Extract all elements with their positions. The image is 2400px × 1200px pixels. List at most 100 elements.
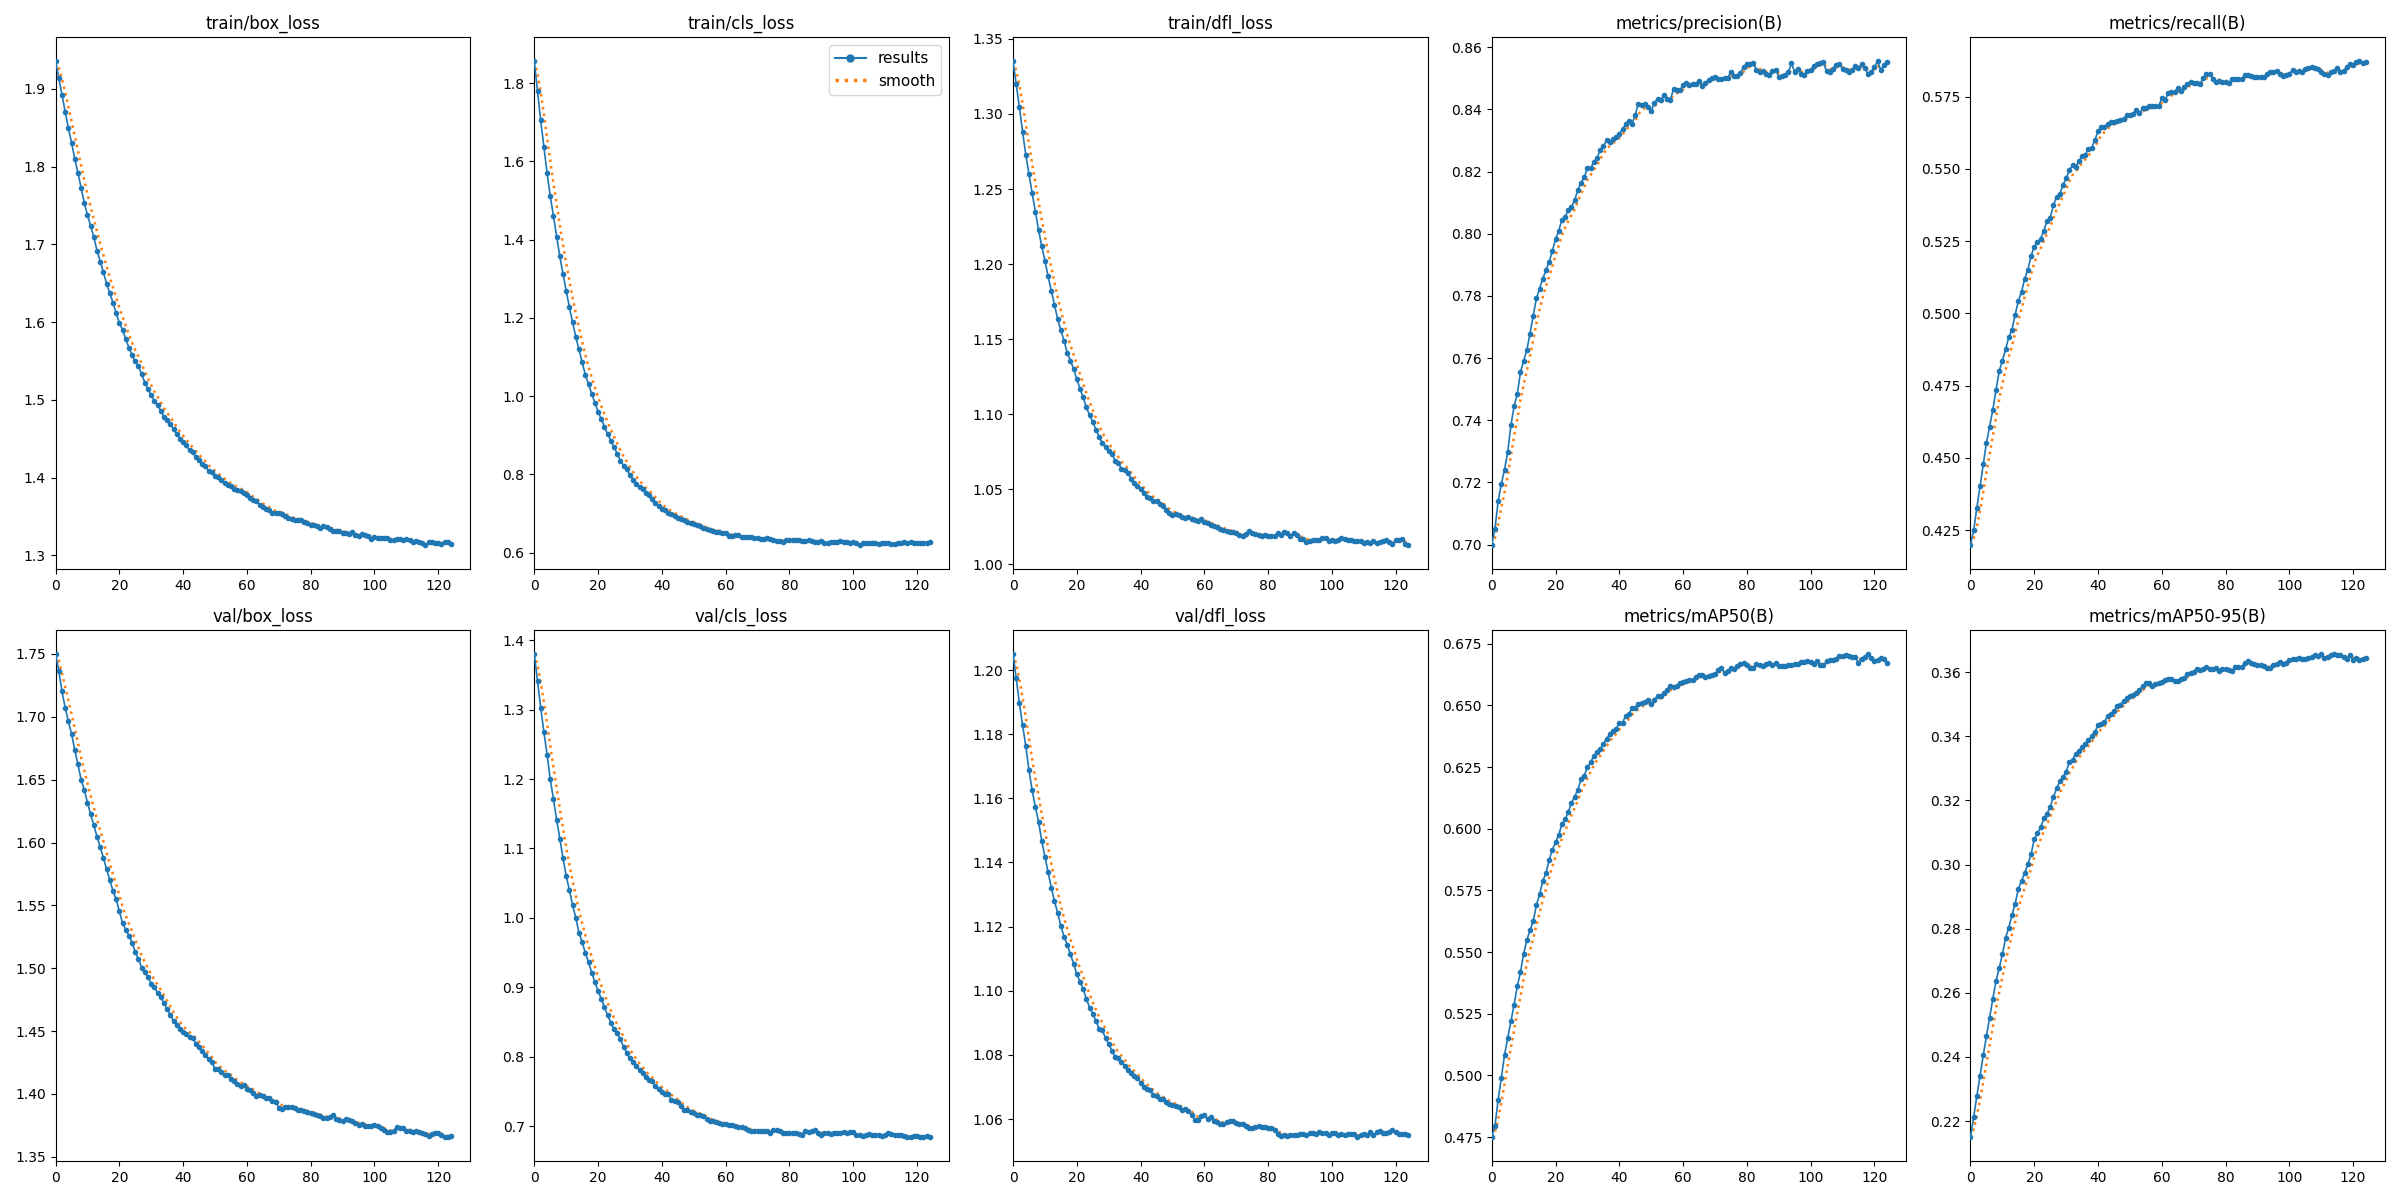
smooth [1330,1127,1358,1141]
results [2201,661,2230,676]
results [862,1128,890,1142]
smooth [1330,532,1358,546]
results [382,532,410,546]
Line: results: results [1968,652,2369,1139]
results [1478,1130,1507,1145]
Title: train/cls_loss: train/cls_loss [689,14,794,34]
smooth [1956,538,1985,552]
results [998,647,1027,661]
results [2059,158,2088,173]
smooth [437,1129,466,1144]
results [1723,68,1752,83]
results [890,1128,919,1142]
smooth [1092,1021,1121,1036]
smooth [382,532,410,546]
smooth [372,530,401,545]
smooth [766,533,794,547]
smooth [1819,654,1848,668]
smooth [1850,60,1879,74]
smooth [914,1129,943,1144]
results [622,1058,650,1073]
Line: results: results [1010,60,1411,547]
results [1819,61,1848,76]
results [1368,534,1397,548]
Line: smooth: smooth [55,654,451,1136]
Title: val/cls_loss: val/cls_loss [696,607,787,625]
results [1339,534,1368,548]
results [1810,658,1838,672]
results [144,985,173,1000]
smooth [1872,654,1901,668]
results [134,383,163,397]
smooth [622,469,650,484]
results [2050,769,2078,784]
results [2297,60,2326,74]
smooth [1850,652,1879,666]
smooth [1570,779,1598,793]
smooth [372,1122,401,1136]
smooth [41,54,70,68]
results [1102,1050,1130,1064]
results [1570,170,1598,185]
Line: smooth: smooth [1970,655,2366,1138]
results [2050,178,2078,192]
results [1330,532,1358,546]
Title: metrics/mAP50-95(B): metrics/mAP50-95(B) [2088,607,2266,625]
results [41,54,70,68]
smooth [144,978,173,992]
results [1394,1128,1423,1142]
smooth [862,1128,890,1142]
results [998,54,1027,68]
smooth [622,1052,650,1067]
Title: train/box_loss: train/box_loss [206,14,319,34]
results [134,970,163,984]
Line: smooth: smooth [535,654,929,1136]
smooth [2326,64,2354,78]
smooth [2050,780,2078,794]
results [854,536,883,551]
Line: smooth: smooth [535,61,929,544]
smooth [1339,533,1368,547]
results [766,534,794,548]
results [1848,56,1877,71]
results [521,647,550,661]
results [430,1130,458,1145]
smooth [2201,661,2230,676]
results [1570,768,1598,782]
smooth [521,647,550,661]
results [2297,650,2326,665]
results [286,1103,314,1117]
smooth [1956,1130,1985,1145]
results [864,536,893,551]
results [1092,1031,1121,1045]
Title: train/dfl_loss: train/dfl_loss [1166,14,1274,34]
results [410,1127,439,1141]
results [893,1130,922,1145]
results [2352,55,2381,70]
smooth [2059,761,2088,775]
results [1872,55,1901,70]
Title: metrics/precision(B): metrics/precision(B) [1615,14,1783,32]
Line: results: results [1490,652,1889,1139]
smooth [612,455,641,469]
results [1862,54,1891,68]
results [437,538,466,552]
smooth [2328,648,2357,662]
smooth [1394,1127,1423,1141]
Line: smooth: smooth [1493,64,1886,545]
results [1956,538,1985,552]
smooth [1834,649,1862,664]
smooth [286,512,314,527]
results [1330,1128,1358,1142]
smooth [1810,656,1838,671]
Line: results: results [1010,652,1411,1139]
smooth [521,54,550,68]
results [2059,752,2088,767]
results [382,1120,410,1134]
results [1853,647,1882,661]
Line: smooth: smooth [1970,62,2366,545]
results [612,462,641,476]
smooth [410,1126,439,1140]
smooth [1373,1126,1402,1140]
results [1373,1126,1402,1140]
